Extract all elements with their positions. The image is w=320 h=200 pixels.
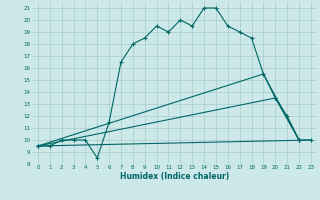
X-axis label: Humidex (Indice chaleur): Humidex (Indice chaleur) <box>120 172 229 181</box>
